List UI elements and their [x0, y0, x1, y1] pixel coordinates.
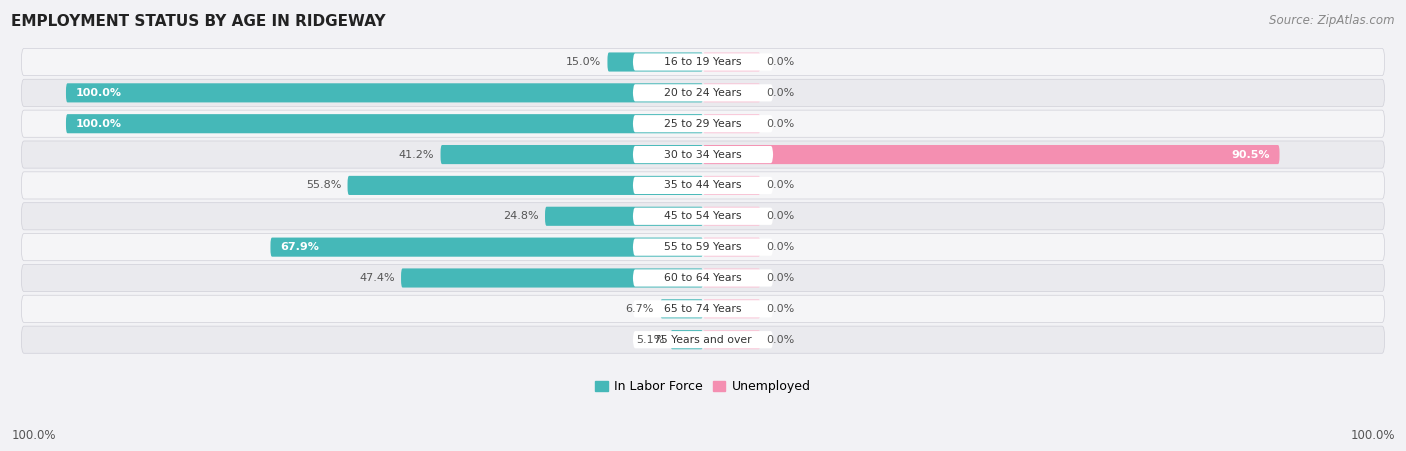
FancyBboxPatch shape — [703, 299, 761, 318]
Text: 16 to 19 Years: 16 to 19 Years — [664, 57, 742, 67]
FancyBboxPatch shape — [21, 172, 1385, 199]
FancyBboxPatch shape — [633, 115, 773, 132]
Text: 100.0%: 100.0% — [76, 119, 121, 129]
Text: 45 to 54 Years: 45 to 54 Years — [664, 211, 742, 221]
Text: 0.0%: 0.0% — [766, 211, 794, 221]
Text: 60 to 64 Years: 60 to 64 Years — [664, 273, 742, 283]
FancyBboxPatch shape — [21, 110, 1385, 137]
Text: 0.0%: 0.0% — [766, 180, 794, 190]
Text: 100.0%: 100.0% — [11, 429, 56, 442]
Text: 75 Years and over: 75 Years and over — [654, 335, 752, 345]
FancyBboxPatch shape — [21, 264, 1385, 291]
FancyBboxPatch shape — [703, 145, 1279, 164]
Text: 25 to 29 Years: 25 to 29 Years — [664, 119, 742, 129]
FancyBboxPatch shape — [607, 52, 703, 72]
Text: 67.9%: 67.9% — [280, 242, 319, 252]
FancyBboxPatch shape — [633, 239, 773, 256]
FancyBboxPatch shape — [703, 83, 761, 102]
FancyBboxPatch shape — [633, 84, 773, 101]
Legend: In Labor Force, Unemployed: In Labor Force, Unemployed — [591, 375, 815, 398]
FancyBboxPatch shape — [703, 207, 761, 226]
FancyBboxPatch shape — [633, 331, 773, 348]
FancyBboxPatch shape — [21, 326, 1385, 353]
Text: EMPLOYMENT STATUS BY AGE IN RIDGEWAY: EMPLOYMENT STATUS BY AGE IN RIDGEWAY — [11, 14, 385, 28]
Text: 20 to 24 Years: 20 to 24 Years — [664, 88, 742, 98]
FancyBboxPatch shape — [401, 268, 703, 288]
Text: 0.0%: 0.0% — [766, 88, 794, 98]
FancyBboxPatch shape — [347, 176, 703, 195]
Text: 0.0%: 0.0% — [766, 242, 794, 252]
FancyBboxPatch shape — [661, 299, 703, 318]
FancyBboxPatch shape — [440, 145, 703, 164]
FancyBboxPatch shape — [21, 202, 1385, 230]
FancyBboxPatch shape — [633, 300, 773, 318]
FancyBboxPatch shape — [671, 330, 703, 349]
FancyBboxPatch shape — [703, 330, 761, 349]
Text: 15.0%: 15.0% — [565, 57, 602, 67]
Text: 65 to 74 Years: 65 to 74 Years — [664, 304, 742, 314]
FancyBboxPatch shape — [703, 268, 761, 288]
FancyBboxPatch shape — [21, 141, 1385, 168]
Text: 47.4%: 47.4% — [359, 273, 395, 283]
Text: 55 to 59 Years: 55 to 59 Years — [664, 242, 742, 252]
FancyBboxPatch shape — [270, 238, 703, 257]
Text: 41.2%: 41.2% — [399, 150, 434, 160]
Text: 35 to 44 Years: 35 to 44 Years — [664, 180, 742, 190]
FancyBboxPatch shape — [703, 114, 761, 133]
FancyBboxPatch shape — [21, 48, 1385, 76]
Text: 90.5%: 90.5% — [1232, 150, 1270, 160]
Text: Source: ZipAtlas.com: Source: ZipAtlas.com — [1270, 14, 1395, 27]
Text: 100.0%: 100.0% — [76, 88, 121, 98]
Text: 24.8%: 24.8% — [503, 211, 538, 221]
Text: 6.7%: 6.7% — [626, 304, 654, 314]
Text: 30 to 34 Years: 30 to 34 Years — [664, 150, 742, 160]
Text: 5.1%: 5.1% — [636, 335, 664, 345]
Text: 0.0%: 0.0% — [766, 119, 794, 129]
FancyBboxPatch shape — [633, 53, 773, 71]
Text: 100.0%: 100.0% — [1350, 429, 1395, 442]
FancyBboxPatch shape — [546, 207, 703, 226]
Text: 0.0%: 0.0% — [766, 335, 794, 345]
FancyBboxPatch shape — [633, 207, 773, 225]
FancyBboxPatch shape — [21, 79, 1385, 106]
FancyBboxPatch shape — [703, 238, 761, 257]
FancyBboxPatch shape — [66, 83, 703, 102]
Text: 55.8%: 55.8% — [305, 180, 342, 190]
Text: 0.0%: 0.0% — [766, 273, 794, 283]
FancyBboxPatch shape — [633, 177, 773, 194]
FancyBboxPatch shape — [21, 234, 1385, 261]
FancyBboxPatch shape — [703, 52, 761, 72]
FancyBboxPatch shape — [21, 295, 1385, 322]
FancyBboxPatch shape — [633, 269, 773, 286]
Text: 0.0%: 0.0% — [766, 57, 794, 67]
FancyBboxPatch shape — [66, 114, 703, 133]
Text: 0.0%: 0.0% — [766, 304, 794, 314]
FancyBboxPatch shape — [633, 146, 773, 163]
FancyBboxPatch shape — [703, 176, 761, 195]
